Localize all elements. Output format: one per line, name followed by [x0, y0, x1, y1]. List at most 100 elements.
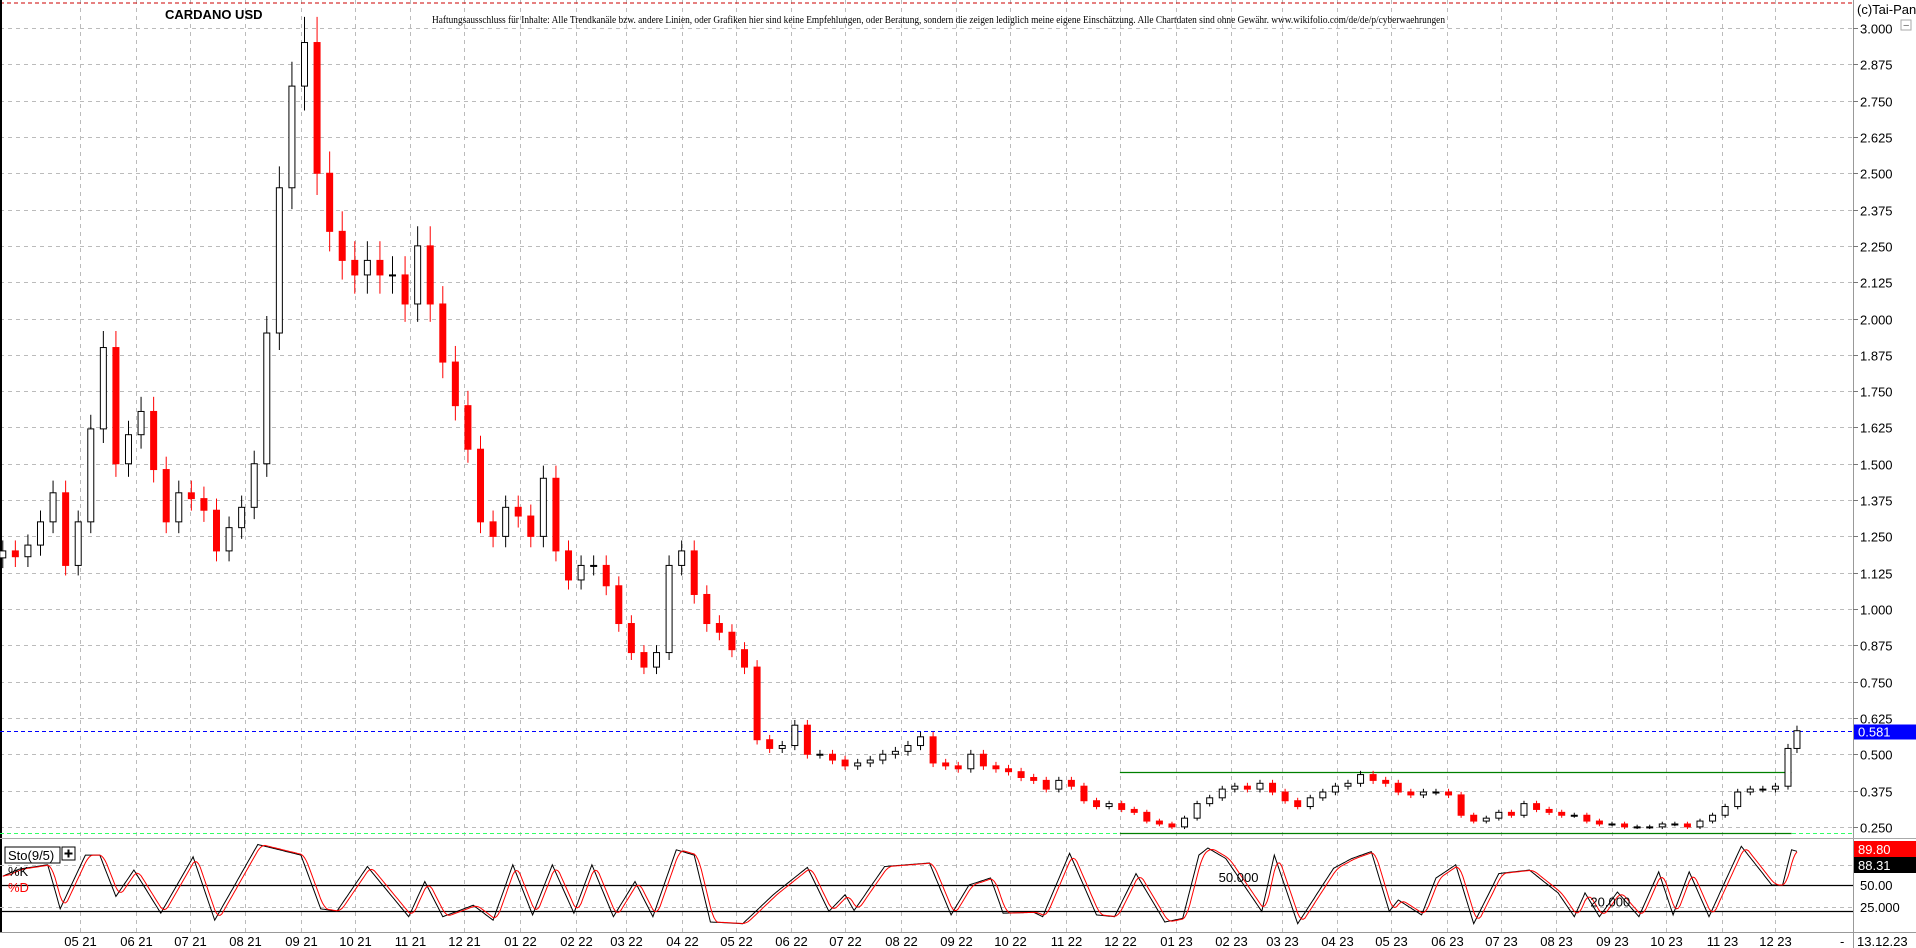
price-tick-label: 1.250: [1860, 530, 1893, 545]
support-lines[interactable]: [0, 771, 1853, 835]
month-label: 05 21: [64, 934, 97, 948]
stochastic-d-line: [2, 844, 1798, 925]
stochastic-grid: [0, 865, 1853, 913]
candle-down: [112, 347, 120, 465]
month-label: 10 21: [339, 934, 372, 948]
collapse-button[interactable]: −: [1900, 19, 1912, 32]
candle-down: [1155, 820, 1163, 825]
grid: [0, 0, 1853, 932]
month-label: 10 23: [1650, 934, 1683, 948]
candle-down: [1445, 791, 1453, 796]
candle-up: [49, 492, 57, 523]
candle-up: [250, 463, 258, 508]
stochastic-level-label: 50.000: [1219, 870, 1259, 885]
price-axis: 0.250 0.375 0.500 0.625 0.750 0.875 1.000 1.125…: [1853, 22, 1893, 836]
candle-down: [351, 259, 359, 276]
stochastic-axis-label: 50.00: [1860, 878, 1893, 893]
candle-down: [1470, 814, 1478, 822]
candle-up: [263, 332, 271, 465]
candle-up: [389, 274, 397, 277]
candle-down: [313, 42, 321, 174]
candle-up: [1734, 791, 1742, 808]
candle-up: [1344, 782, 1352, 787]
candle-down: [489, 521, 497, 537]
candle-up: [1432, 791, 1440, 794]
candle-up: [1495, 811, 1503, 819]
svg-text:88.31: 88.31: [1858, 858, 1891, 873]
candle-up: [1319, 791, 1327, 799]
candle-down: [715, 623, 723, 633]
svg-text:Sto(9/5): Sto(9/5): [8, 848, 54, 863]
candle-up: [24, 544, 32, 558]
candle-down: [150, 410, 158, 471]
candle-up: [1181, 817, 1189, 828]
month-label: 04 22: [666, 934, 699, 948]
candle-down: [1080, 785, 1088, 802]
candle-down: [62, 492, 70, 566]
candle-down: [1243, 785, 1251, 790]
month-label: 07 23: [1485, 934, 1518, 948]
price-tick-label: 0.250: [1860, 821, 1893, 836]
month-label: 02 22: [560, 934, 593, 948]
candle-up: [1419, 791, 1427, 796]
candle-down: [1130, 808, 1138, 813]
candle-down: [1533, 803, 1541, 810]
candle-up: [0, 550, 7, 559]
month-label: 07 22: [829, 934, 862, 948]
candle-down: [703, 593, 711, 625]
candle-down: [1583, 814, 1591, 822]
candle-down: [1269, 782, 1277, 793]
candle-down: [1507, 811, 1515, 816]
candle-down: [464, 405, 472, 450]
candle-down: [200, 498, 208, 511]
month-label: 04 23: [1321, 934, 1354, 948]
candle-down: [1558, 811, 1566, 816]
candle-up: [891, 750, 899, 755]
month-label: 05 23: [1375, 934, 1408, 948]
candle-down: [954, 765, 962, 770]
candle-up: [175, 492, 183, 523]
candle-up: [124, 434, 132, 465]
add-indicator-button[interactable]: [61, 846, 76, 861]
k-legend: %K: [8, 864, 29, 879]
stochastic-name-box[interactable]: Sto(9/5): [4, 846, 61, 864]
candle-up: [1771, 785, 1779, 790]
month-label: 05 22: [720, 934, 753, 948]
candle-down: [1281, 791, 1289, 802]
price-tick-label: 1.750: [1860, 385, 1893, 400]
candle-down: [1369, 774, 1377, 781]
candle-down: [929, 736, 937, 764]
candle-down: [1394, 782, 1402, 793]
candle-down: [979, 753, 987, 767]
candle-up: [137, 410, 145, 436]
candle-down: [565, 550, 573, 581]
candle-up: [1218, 788, 1226, 799]
price-tick-label: 1.875: [1860, 349, 1893, 364]
candle-down: [552, 477, 560, 552]
candle-down: [162, 469, 170, 523]
candle-down: [376, 259, 384, 276]
month-label: 10 22: [994, 934, 1027, 948]
candle-down: [1005, 768, 1013, 773]
month-label: 01 22: [504, 934, 537, 948]
month-label: 08 23: [1540, 934, 1573, 948]
candle-up: [1608, 823, 1616, 826]
candle-down: [841, 759, 849, 767]
candle-up: [879, 753, 887, 761]
candle-down: [690, 550, 698, 595]
month-label: 01 23: [1160, 934, 1193, 948]
candle-down: [477, 448, 485, 523]
candle-down: [640, 652, 648, 668]
month-label: 09 21: [285, 934, 318, 948]
price-tick-label: 2.875: [1860, 58, 1893, 73]
month-label: 11 23: [1707, 934, 1739, 948]
candle-down: [1030, 776, 1038, 781]
price-tick-label: 2.625: [1860, 131, 1893, 146]
candle-down: [1067, 779, 1075, 787]
candle-down: [326, 172, 334, 232]
candle-up: [904, 745, 912, 752]
candle-up: [917, 736, 925, 747]
candle-down: [426, 245, 434, 305]
month-label: 03 23: [1266, 934, 1299, 948]
